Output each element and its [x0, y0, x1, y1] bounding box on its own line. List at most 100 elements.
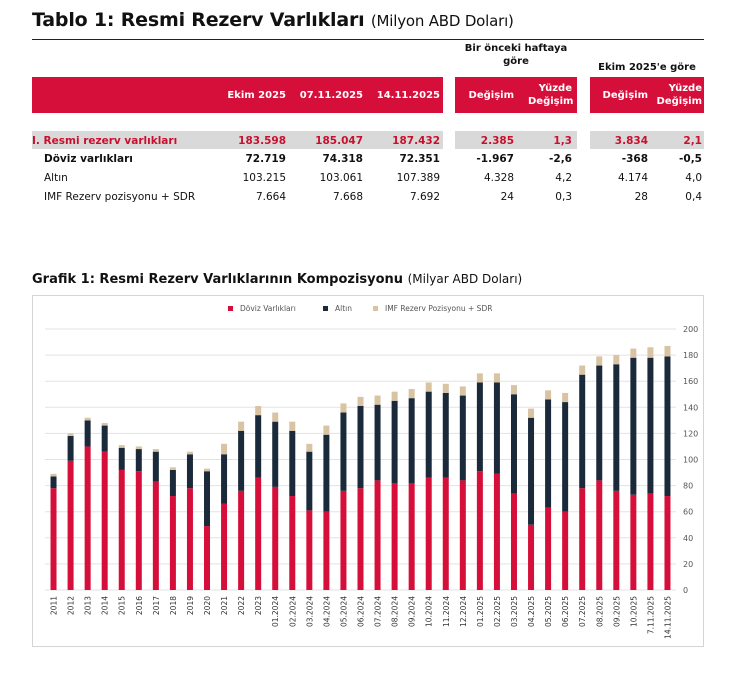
row-label: Altın — [44, 172, 68, 184]
table-cell: 4.328 — [483, 172, 514, 184]
table-cell: -368 — [621, 153, 648, 165]
x-tick-label: 06.2025 — [561, 596, 570, 627]
bar-gold — [238, 430, 245, 491]
bar-fx — [67, 460, 74, 590]
x-tick-label: 06.2024 — [357, 596, 366, 627]
y-tick-label: 180 — [683, 351, 698, 360]
x-tick-label: 2021 — [220, 596, 229, 615]
bar-gold — [152, 451, 159, 482]
bar-fx — [545, 507, 552, 590]
bar-imf — [323, 425, 330, 435]
bar-imf — [528, 408, 535, 418]
bar-fx — [238, 490, 245, 590]
bar-gold — [50, 476, 57, 489]
table-cell: 1,3 — [553, 135, 572, 147]
bar-imf — [186, 451, 193, 455]
bar-gold — [630, 357, 637, 495]
chart-title-unit: (Milyar ABD Doları) — [407, 272, 523, 286]
col-header: Ekim 2025 — [227, 90, 286, 101]
table-cell: 2,1 — [683, 135, 702, 147]
x-tick-label: 02.2025 — [493, 596, 502, 627]
x-tick-label: 2020 — [203, 596, 212, 615]
table-cell: 185.047 — [315, 135, 363, 147]
bar-fx — [391, 482, 398, 590]
x-tick-label: 07.2024 — [374, 596, 383, 627]
bar-gold — [186, 454, 193, 489]
bar-imf — [596, 356, 603, 366]
bar-gold — [67, 436, 74, 461]
y-tick-label: 160 — [683, 377, 698, 386]
x-tick-label: 11.2024 — [442, 596, 451, 627]
header-band-main — [32, 77, 443, 113]
bar-gold — [664, 356, 671, 497]
y-tick-label: 80 — [683, 482, 693, 491]
bar-imf — [613, 355, 620, 365]
row-highlight-prev-week — [455, 131, 577, 149]
x-tick-label: 08.2025 — [595, 596, 604, 627]
bar-imf — [476, 373, 483, 383]
row-highlight-since-oct — [590, 131, 704, 149]
table-cell: -1.967 — [476, 153, 514, 165]
table-cell: 7.664 — [255, 191, 286, 203]
bar-gold — [596, 365, 603, 481]
bar-gold — [135, 449, 142, 472]
bar-imf — [340, 403, 347, 413]
x-tick-label: 2018 — [169, 596, 178, 615]
bar-imf — [272, 412, 279, 422]
bar-imf — [204, 468, 211, 472]
legend-swatch — [323, 306, 328, 311]
bar-gold — [169, 469, 176, 497]
bar-fx — [493, 473, 500, 590]
bar-gold — [408, 398, 415, 483]
table-cell: 2.385 — [480, 135, 514, 147]
bar-fx — [596, 480, 603, 590]
bar-gold — [579, 374, 586, 489]
bar-gold — [340, 412, 347, 491]
table-cell: 187.432 — [392, 135, 440, 147]
legend-label: Altın — [335, 304, 352, 313]
bar-imf — [101, 422, 108, 426]
table-cell: 7.668 — [332, 191, 363, 203]
bar-gold — [255, 415, 262, 478]
chart-frame: 0 20 40 60 80 100 120 140 160 180 200 2011 2012 2013 2… — [32, 295, 704, 647]
x-tick-label: 01.2025 — [476, 596, 485, 627]
bar-fx — [647, 493, 654, 590]
bar-imf — [374, 395, 381, 405]
bar-gold — [391, 400, 398, 483]
bar-fx — [135, 471, 142, 590]
bar-gold — [221, 454, 228, 504]
x-tick-label: 7.11.2025 — [646, 596, 655, 634]
bar-imf — [255, 405, 262, 416]
bar-fx — [204, 526, 211, 590]
bar-gold — [374, 404, 381, 481]
bar-imf — [664, 345, 671, 357]
bar-gold — [545, 399, 552, 508]
table-cell: 74.318 — [322, 153, 363, 165]
bar-gold — [272, 421, 279, 487]
y-tick-label: 20 — [683, 560, 693, 569]
table-cell: 0,4 — [685, 191, 702, 203]
bar-imf — [169, 467, 176, 470]
bar-imf — [545, 390, 552, 400]
table-cell: 24 — [500, 191, 514, 203]
bar-fx — [152, 481, 159, 590]
bar-imf — [630, 348, 637, 358]
x-tick-label: 12.2024 — [459, 596, 468, 627]
table-title-unit: (Milyon ABD Doları) — [370, 12, 514, 30]
bar-imf — [84, 417, 91, 421]
bar-fx — [425, 477, 432, 590]
group-header-prev-week: Bir önceki haftaya göre — [464, 43, 568, 67]
bar-fx — [476, 471, 483, 590]
x-tick-label: 2017 — [152, 596, 161, 615]
x-tick-label: 2014 — [101, 596, 110, 615]
table-cell: 7.692 — [409, 191, 440, 203]
row-label: IMF Rezerv pozisyonu + SDR — [44, 191, 196, 203]
group-header-since-oct: Ekim 2025'e göre — [598, 62, 696, 73]
bar-imf — [391, 391, 398, 401]
bar-fx — [221, 503, 228, 590]
table-cell: -0,5 — [679, 153, 702, 165]
bar-gold — [204, 471, 211, 527]
bar-fx — [186, 488, 193, 590]
table-cell: 183.598 — [238, 135, 286, 147]
bar-gold — [289, 430, 296, 497]
